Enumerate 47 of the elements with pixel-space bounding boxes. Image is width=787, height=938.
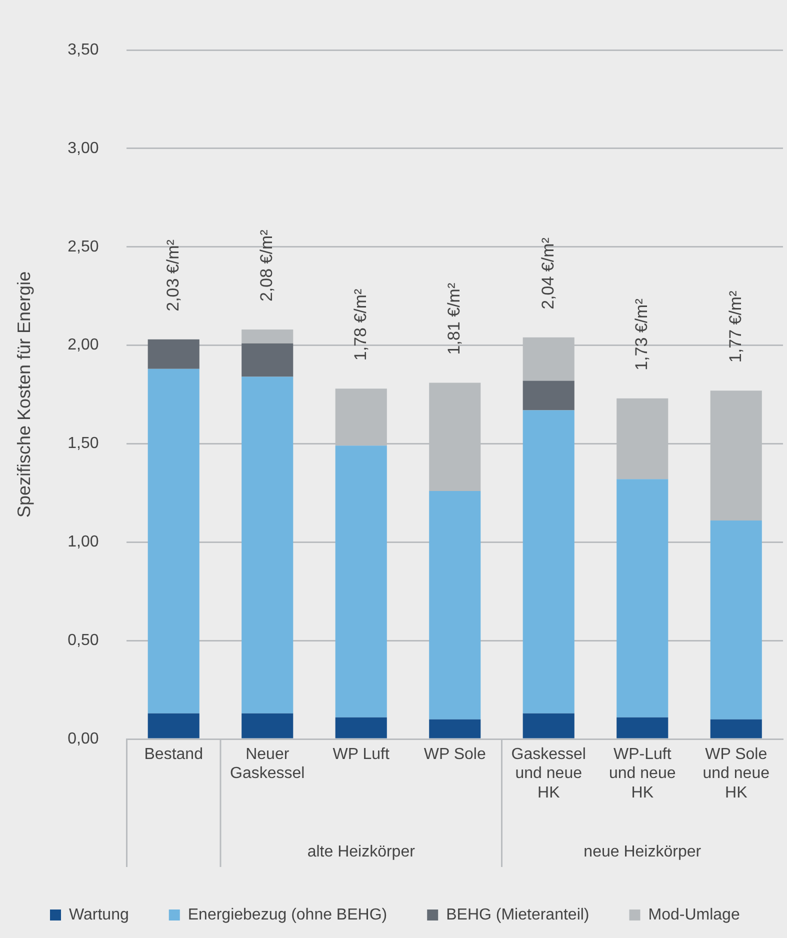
- total-label: 1,73 €/m²: [632, 298, 652, 370]
- bar: [429, 490, 481, 720]
- bar: [242, 713, 294, 738]
- y-tick-label: 3,50: [68, 41, 99, 58]
- total-label: 1,78 €/m²: [350, 288, 370, 361]
- bar: [522, 410, 574, 714]
- bar: [148, 713, 200, 738]
- x-tick-label: WP Sole: [424, 746, 486, 764]
- y-axis-title: Spezifische Kosten für Energie: [14, 271, 34, 518]
- bar: [148, 368, 200, 714]
- bar: [148, 339, 200, 369]
- x-tick-label: Neuer Gaskessel: [230, 746, 305, 782]
- total-label: 2,03 €/m²: [163, 239, 182, 312]
- bar: [522, 380, 574, 410]
- total-label: 1,77 €/m²: [726, 290, 745, 363]
- x-tick-label: WP-Luft und neue HK: [609, 746, 676, 802]
- bar: [710, 719, 762, 738]
- legend-label: Mod-Umlage: [648, 906, 740, 924]
- x-tick-label: WP Sole und neue HK: [702, 746, 770, 802]
- bar: [335, 446, 387, 718]
- y-tick-label: 2,50: [68, 238, 99, 256]
- x-tick-label: WP Luft: [332, 746, 390, 764]
- total-label: 1,81 €/m²: [444, 282, 464, 355]
- legend-label: Energiebezug (ohne BEHG): [188, 906, 388, 924]
- x-tick-label: Bestand: [144, 746, 203, 764]
- bar: [242, 330, 294, 344]
- x-tick-label: Gaskessel und neue HK: [511, 746, 586, 802]
- legend-label: Wartung: [69, 906, 129, 924]
- y-tick-label: 3,00: [68, 140, 99, 157]
- text: alte Heizkörper: [307, 843, 416, 860]
- y-tick-label: 1,00: [68, 534, 99, 551]
- bar: [242, 376, 294, 714]
- text: neue Heizkörper: [584, 843, 702, 860]
- total-label: 2,04 €/m²: [538, 237, 558, 310]
- y-tick-label: 0,00: [68, 730, 99, 748]
- bar: [242, 343, 294, 377]
- bar: [429, 719, 481, 738]
- y-tick-label: 1,50: [68, 435, 99, 452]
- bar: [710, 520, 762, 720]
- y-tick-label: 0,50: [68, 632, 99, 649]
- bar: [522, 713, 574, 738]
- bar: [335, 717, 387, 738]
- legend-label: BEHG (Mieteranteil): [446, 906, 590, 924]
- total-label: 2,08 €/m²: [257, 229, 276, 302]
- y-tick-label: 2,00: [68, 336, 99, 354]
- bar: [616, 479, 668, 718]
- bar: [616, 717, 668, 738]
